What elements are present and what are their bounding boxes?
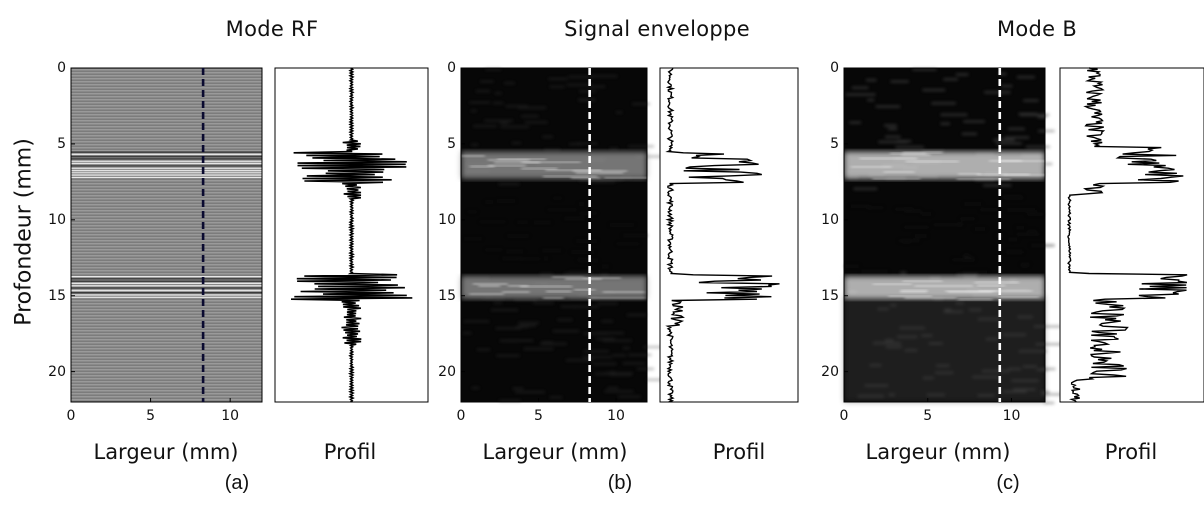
panel-b-tag: (b) [607,472,633,494]
panel-c-ytick-10: 10 [821,211,839,228]
panel-b-xlabel: Largeur (mm) [482,440,628,464]
panel-b-image [460,67,668,403]
panel-b-ytick-5: 5 [447,135,456,152]
panel-c-image [843,67,1068,404]
panel-a-profile-label: Profil [323,440,377,464]
panel-b-layer-1 [461,151,653,180]
panel-c-xtick-10: 10 [1002,408,1021,424]
panel-b-ytick-15: 15 [438,287,456,304]
panel-a-ytick-20: 20 [48,363,66,380]
panel-b-ytick-10: 10 [438,211,456,228]
panel-a-image [70,67,263,403]
panel-b-ytick-0: 0 [447,60,456,76]
panel-c-ytick-5: 5 [830,135,839,152]
panel-c-ytick-0: 0 [830,60,839,76]
panel-a-title: Mode RF [225,17,319,41]
panel-a-xtick-0: 0 [66,408,76,424]
panel-a-layer-2 [71,275,262,298]
panel-c-xlabel: Largeur (mm) [865,440,1011,464]
y-axis-label: Profondeur (mm) [11,138,37,326]
panel-a-xlabel: Largeur (mm) [93,440,239,464]
panel-a-ytick-0: 0 [57,60,66,76]
panel-c-ytick-15: 15 [821,287,839,304]
panel-b-ytick-20: 20 [438,363,456,380]
panel-a-ytick-10: 10 [48,211,66,228]
panel-b-xtick-10: 10 [607,408,625,424]
panel-c-layer-1 [844,151,1048,181]
panel-a-ytick-15: 15 [48,287,66,304]
panel-b-layer-2 [461,275,647,300]
panel-a-tag: (a) [224,472,250,494]
panel-a-profile [274,67,429,403]
panel-c-title: Mode B [996,17,1078,41]
panel-a-layer-1 [71,151,262,178]
panel-c-xtick-5: 5 [923,408,933,424]
panel-c-tag: (c) [996,472,1020,494]
panel-a-ytick-5: 5 [57,135,66,152]
panel-b-xtick-0: 0 [456,408,466,424]
panel-a-xtick-10: 10 [221,408,240,424]
panel-c-ytick-20: 20 [821,363,839,380]
panel-c-layer-2 [844,275,1045,301]
panel-b-profile-label: Profil [712,440,766,464]
panel-a-xtick-5: 5 [146,408,156,424]
panel-c-profile-label: Profil [1104,440,1158,464]
panel-b-title: Signal enveloppe [564,17,750,41]
panel-b-xtick-5: 5 [534,408,543,424]
panel-c-profile [1059,67,1204,403]
panel-c-xtick-0: 0 [839,408,849,424]
panel-b-profile [659,67,799,403]
